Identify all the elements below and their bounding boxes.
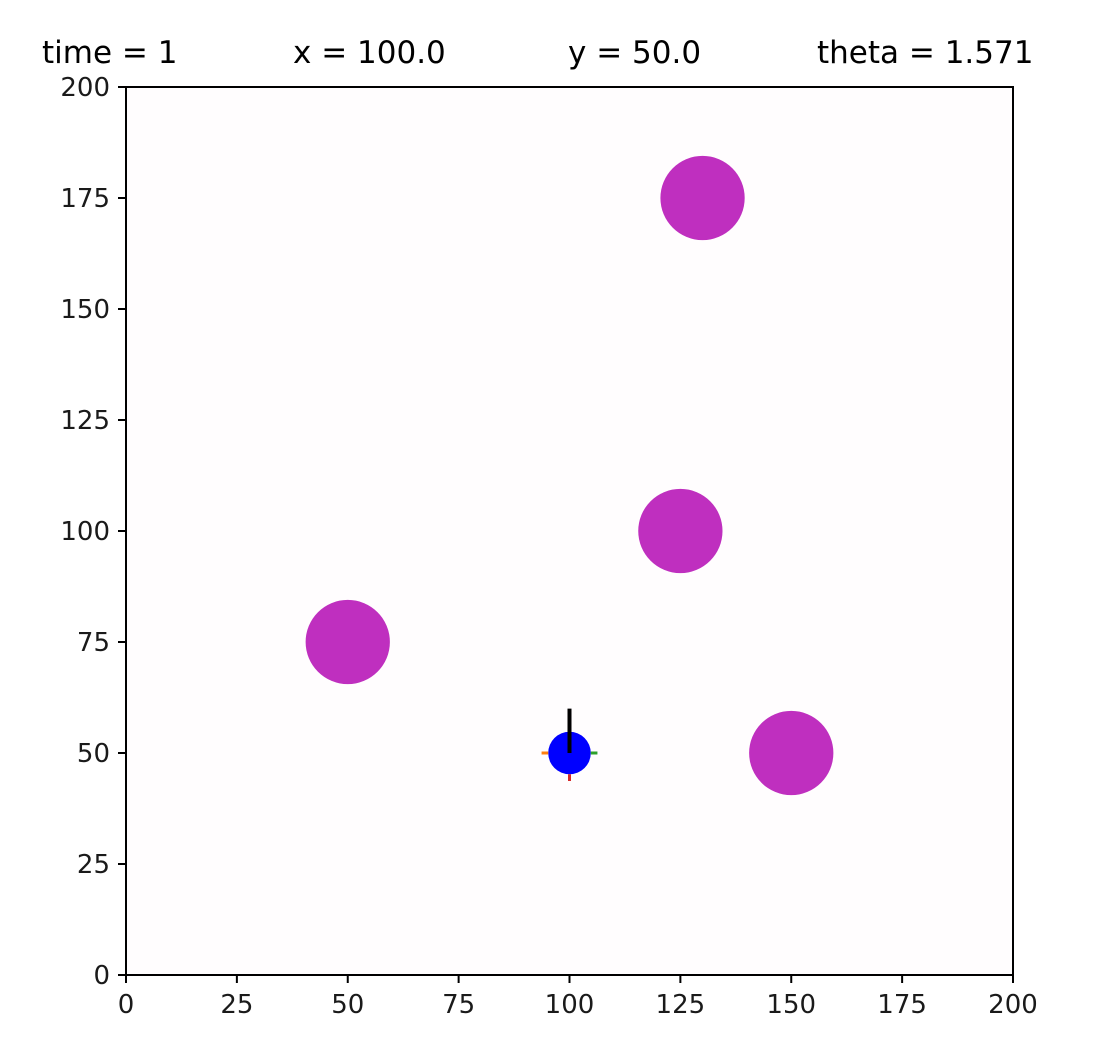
robot-layer [541, 708, 598, 781]
plot-area-background [126, 87, 1013, 975]
y-tick-label: 150 [60, 295, 110, 325]
x-tick-label: 75 [442, 990, 475, 1020]
x-tick-label: 25 [220, 990, 253, 1020]
axis-layer: 0 25 50 75 100 125 150 175 200 0 25 50 75 100 125 150 17… [60, 73, 1037, 1020]
y-position-label: y = 50.0 [568, 35, 701, 71]
y-tick-label: 100 [60, 517, 110, 547]
time-label: time = 1 [42, 35, 177, 71]
x-tick-label: 150 [766, 990, 816, 1020]
obstacle-circle [749, 710, 834, 796]
y-tick-label: 75 [77, 628, 110, 658]
y-tick-label: 125 [60, 406, 110, 436]
x-position-label: x = 100.0 [293, 35, 446, 71]
y-tick-label: 0 [93, 961, 110, 991]
obstacle-circle [638, 488, 723, 574]
obstacle-layer [305, 155, 834, 796]
obstacle-circle [660, 155, 745, 241]
obstacle-circle [305, 599, 390, 685]
y-tick-label: 200 [60, 73, 110, 103]
y-tick-label: 175 [60, 184, 110, 214]
y-tick-label: 25 [77, 850, 110, 880]
y-tick-label: 50 [77, 739, 110, 769]
x-tick-label: 50 [331, 990, 364, 1020]
x-tick-label: 100 [545, 990, 595, 1020]
plot-frame [125, 86, 1014, 976]
x-tick-label: 0 [118, 990, 135, 1020]
x-tick-label: 175 [877, 990, 927, 1020]
theta-label: theta = 1.571 [817, 35, 1033, 71]
x-tick-label: 200 [988, 990, 1038, 1020]
x-tick-label: 125 [656, 990, 706, 1020]
